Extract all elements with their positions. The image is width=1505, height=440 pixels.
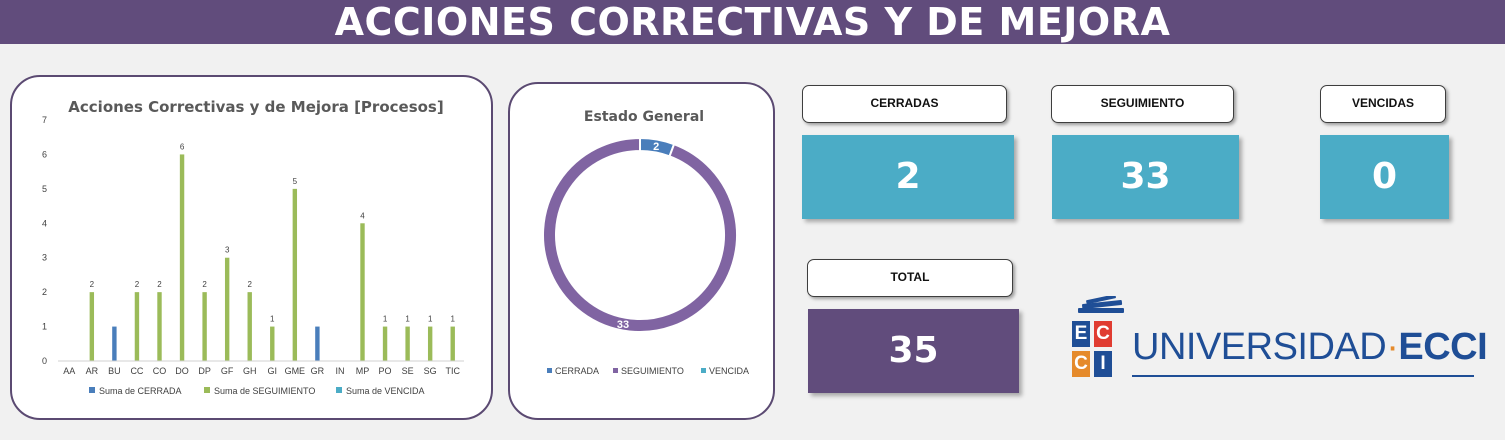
legend-swatch-seguimiento	[204, 387, 210, 393]
data-label: 2	[90, 280, 95, 289]
x-tick-label: SE	[402, 366, 414, 376]
x-tick-label: PO	[379, 366, 392, 376]
status-donut-chart: Estado General 2 33 CERRADA SEGUIMIENTO V…	[542, 109, 749, 376]
total-label: TOTAL	[807, 259, 1013, 297]
y-tick-label: 6	[42, 149, 47, 159]
logo-tile-c1: C	[1094, 321, 1112, 347]
books-icon	[1078, 296, 1124, 313]
process-chart-title: Acciones Correctivas y de Mejora [Proces…	[68, 98, 443, 116]
donut-slice-seguimiento	[542, 136, 738, 333]
process-chart-card: Acciones Correctivas y de Mejora [Proces…	[10, 75, 493, 420]
vencidas-value: 0	[1320, 135, 1449, 219]
page-title: ACCIONES CORRECTIVAS Y DE MEJORA	[0, 0, 1505, 44]
cerradas-value: 2	[802, 135, 1014, 219]
x-tick-label: CO	[153, 366, 167, 376]
logo-name-part1: UNIVERSIDAD	[1132, 326, 1387, 368]
logo-tile-c2: C	[1072, 351, 1090, 377]
data-label: 2	[157, 280, 162, 289]
data-label: 5	[293, 177, 298, 186]
legend-label-vencida: Suma de VENCIDA	[346, 386, 425, 396]
data-label: 3	[225, 246, 230, 255]
data-label: 2	[135, 280, 140, 289]
bar	[112, 326, 117, 361]
logo-name-part2: ECCI	[1398, 326, 1488, 368]
status-chart-card: Estado General 2 33 CERRADA SEGUIMIENTO V…	[508, 82, 775, 420]
bar	[270, 326, 275, 361]
logo-separator: ·	[1386, 326, 1399, 368]
bar	[202, 292, 207, 361]
x-tick-label: GF	[221, 366, 234, 376]
total-value: 35	[808, 309, 1019, 393]
x-tick-label: GME	[285, 366, 306, 376]
data-label: 1	[450, 315, 455, 324]
bar	[405, 326, 410, 361]
bar	[89, 292, 95, 361]
vencidas-label: VENCIDAS	[1320, 85, 1446, 123]
logo-tile-e: E	[1072, 321, 1090, 347]
process-bar-chart: Acciones Correctivas y de Mejora [Proces…	[42, 98, 464, 396]
y-tick-label: 3	[42, 253, 47, 263]
y-tick-label: 2	[42, 287, 47, 297]
x-tick-label: DO	[175, 366, 189, 376]
legend-label-vencida-status: VENCIDA	[709, 366, 749, 376]
y-tick-label: 7	[42, 115, 47, 125]
bar	[382, 326, 388, 361]
legend-swatch-vencida	[336, 387, 342, 393]
legend-swatch-vencida-status	[701, 368, 706, 373]
x-tick-label: CC	[130, 366, 143, 376]
x-tick-label: GR	[311, 366, 325, 376]
bar	[450, 326, 455, 361]
x-tick-label: AR	[86, 366, 99, 376]
seguimiento-value: 33	[1052, 135, 1239, 219]
bar	[247, 292, 252, 361]
data-label: 1	[428, 315, 433, 324]
bar	[157, 292, 162, 361]
data-label: 1	[405, 315, 410, 324]
x-tick-label: DP	[198, 366, 211, 376]
legend-label-cerrada-status: CERRADA	[555, 366, 599, 376]
x-tick-label: GH	[243, 366, 257, 376]
universidad-ecci-logo: E C C I UNIVERSIDAD·ECCI	[1066, 296, 1488, 384]
logo-wordmark: UNIVERSIDAD·ECCI	[1132, 326, 1488, 369]
x-tick-label: SG	[424, 366, 437, 376]
donut-data-label: 33	[617, 319, 629, 331]
status-chart-title: Estado General	[584, 109, 704, 125]
data-label: 1	[383, 315, 388, 324]
logo-tile-i: I	[1094, 351, 1112, 377]
legend-label-seguimiento: Suma de SEGUIMIENTO	[214, 386, 315, 396]
data-label: 2	[202, 280, 207, 289]
x-tick-label: AA	[63, 366, 75, 376]
bar	[292, 188, 298, 361]
bar	[134, 292, 140, 361]
bar	[315, 326, 320, 361]
y-tick-label: 5	[42, 184, 47, 194]
legend-swatch-seguimiento-status	[613, 368, 618, 373]
data-label: 1	[270, 315, 275, 324]
legend-swatch-cerrada-status	[547, 368, 552, 373]
bar	[360, 223, 365, 361]
legend-label-seguimiento-status: SEGUIMIENTO	[621, 366, 684, 376]
cerradas-label: CERRADAS	[802, 85, 1007, 123]
y-tick-label: 1	[42, 322, 47, 332]
x-tick-label: MP	[356, 366, 370, 376]
x-tick-label: GI	[268, 366, 278, 376]
data-label: 6	[180, 142, 185, 151]
y-tick-label: 0	[42, 356, 47, 366]
x-tick-label: TIC	[445, 366, 460, 376]
bar	[179, 154, 185, 361]
x-tick-label: IN	[335, 366, 344, 376]
x-tick-label: BU	[108, 366, 121, 376]
logo-underline	[1132, 375, 1474, 377]
y-tick-label: 4	[42, 218, 47, 228]
bar	[427, 326, 433, 361]
seguimiento-label: SEGUIMIENTO	[1051, 85, 1234, 123]
legend-label-cerrada: Suma de CERRADA	[99, 386, 182, 396]
donut-data-label: 2	[653, 141, 659, 153]
data-label: 2	[247, 280, 252, 289]
bar	[224, 257, 230, 361]
legend-swatch-cerrada	[89, 387, 95, 393]
data-label: 4	[360, 211, 365, 220]
